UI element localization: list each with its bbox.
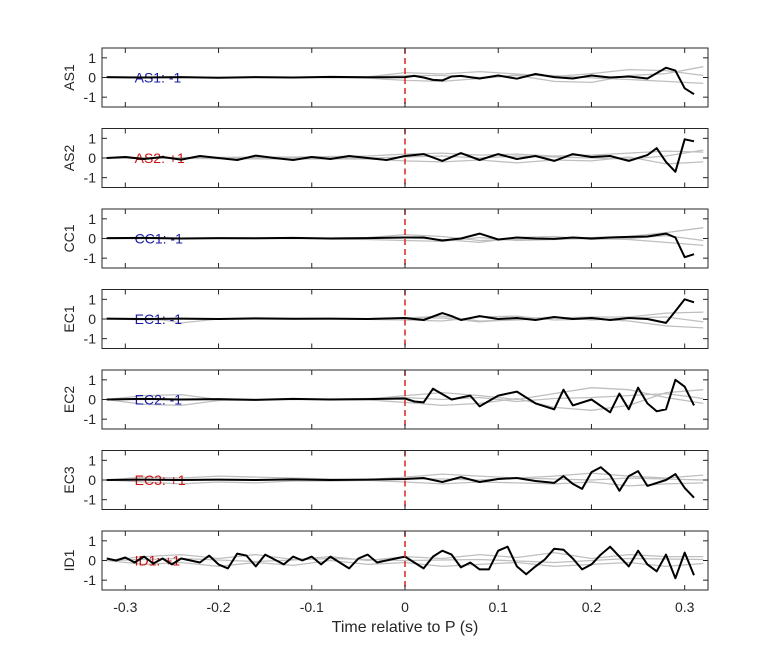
main-trace [106,232,695,259]
main-trace [106,138,695,173]
main-trace [106,545,695,580]
y-tick-label: 1 [88,130,96,146]
background-trace-2 [106,389,704,411]
x-tick-label: 0.3 [675,599,695,615]
main-trace [106,298,695,324]
station-label: AS2 [61,145,77,172]
y-tick-label: 1 [88,452,96,468]
main-trace [106,466,695,499]
main-trace [106,378,695,414]
y-tick-label: -1 [84,572,97,588]
main-trace [106,66,695,96]
station-label: ID1 [61,549,77,571]
y-tick-label: 1 [88,50,96,66]
x-tick-label: 0 [401,599,409,615]
background-trace-1 [106,311,704,324]
y-tick-label: 1 [88,211,96,227]
station-label: EC3 [61,466,77,493]
y-tick-label: 1 [88,372,96,388]
y-tick-label: 0 [88,392,96,408]
y-tick-label: -1 [84,170,97,186]
y-tick-label: -1 [84,331,97,347]
y-tick-label: 1 [88,533,96,549]
x-tick-label: -0.3 [113,599,137,615]
y-tick-label: 1 [88,291,96,307]
y-tick-label: -1 [84,89,97,105]
x-tick-label: 0.1 [488,599,508,615]
background-trace-1 [106,472,704,481]
background-trace-1 [106,387,704,405]
y-tick-label: -1 [84,250,97,266]
x-tick-label: -0.1 [300,599,324,615]
x-axis-label: Time relative to P (s) [332,619,479,636]
y-tick-label: 0 [88,472,96,488]
station-label: EC1 [61,305,77,332]
station-label: CC1 [61,224,77,252]
x-tick-label: 0.2 [582,599,602,615]
y-tick-label: 0 [88,311,96,327]
y-tick-label: -1 [84,492,97,508]
y-tick-label: 0 [88,70,96,86]
station-label: EC2 [61,386,77,413]
y-tick-label: 0 [88,150,96,166]
station-label: AS1 [61,64,77,91]
background-trace-3 [106,557,704,564]
x-tick-label: -0.2 [206,599,230,615]
y-tick-label: -1 [84,411,97,427]
y-tick-label: 0 [88,553,96,569]
y-tick-label: 0 [88,231,96,247]
